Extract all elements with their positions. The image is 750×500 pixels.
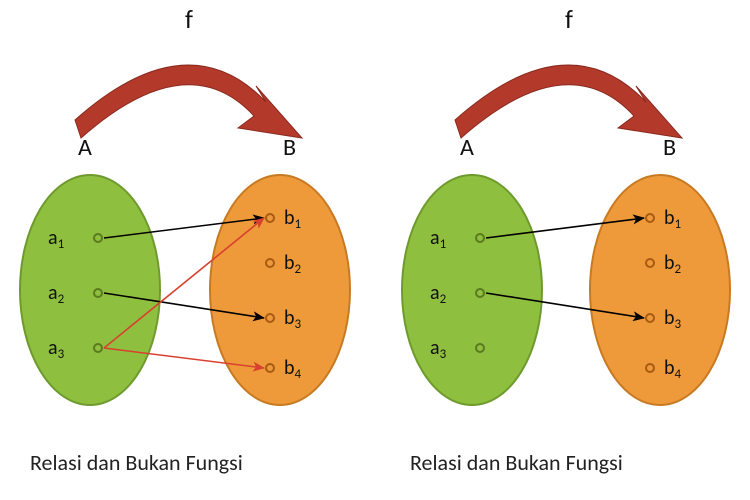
set-b-ellipse <box>210 175 350 405</box>
set-a-ellipse <box>402 175 542 405</box>
set-a-label: A <box>78 133 92 162</box>
panel-caption: Relasi dan Bukan Fungsi <box>30 449 243 476</box>
set-a-ellipse <box>20 175 160 405</box>
set-b-label: B <box>283 133 296 162</box>
set-a-label: A <box>460 133 474 162</box>
function-arrow <box>75 65 302 138</box>
function-label: f <box>565 3 573 35</box>
panel-left: fABa1a2a3b1b2b3b4Relasi dan Bukan Fungsi <box>20 3 350 476</box>
panel-caption: Relasi dan Bukan Fungsi <box>410 449 623 476</box>
set-b-label: B <box>663 133 676 162</box>
diagram-svg: fABa1a2a3b1b2b3b4Relasi dan Bukan Fungsi… <box>0 0 750 500</box>
function-label: f <box>185 3 193 35</box>
function-arrow <box>455 65 682 138</box>
set-b-ellipse <box>590 175 730 405</box>
diagram-page: fABa1a2a3b1b2b3b4Relasi dan Bukan Fungsi… <box>0 0 750 500</box>
panel-right: fABa1a2a3b1b2b3b4Relasi dan Bukan Fungsi <box>402 3 730 476</box>
